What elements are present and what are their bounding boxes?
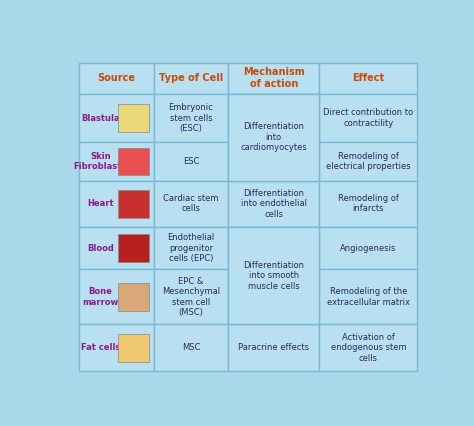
Bar (154, 227, 228, 269)
Bar (319, 269, 418, 324)
Text: Direct contribution to
contractility: Direct contribution to contractility (323, 108, 413, 128)
Bar (228, 269, 319, 324)
Bar (118, 147, 149, 176)
Text: Blood: Blood (87, 244, 114, 253)
Bar (80, 63, 154, 94)
Text: Embryonic
stem cells
(ESC): Embryonic stem cells (ESC) (169, 103, 213, 133)
Bar (228, 227, 319, 269)
Bar (154, 142, 228, 181)
FancyBboxPatch shape (52, 45, 434, 386)
Bar (118, 104, 149, 132)
Bar (319, 227, 418, 269)
Bar (80, 269, 154, 324)
Text: Cardiac stem
cells: Cardiac stem cells (163, 194, 219, 213)
Bar (118, 283, 149, 311)
Bar (154, 63, 228, 94)
Text: Differentiation
into
cardiomyocytes: Differentiation into cardiomyocytes (240, 122, 307, 152)
Text: Remodeling of
infarcts: Remodeling of infarcts (338, 194, 399, 213)
Bar (154, 324, 228, 371)
Text: Activation of
endogenous stem
cells: Activation of endogenous stem cells (330, 333, 406, 363)
Text: Differentiation
into smooth
muscle cells: Differentiation into smooth muscle cells (243, 261, 304, 291)
Text: Mechanism
of action: Mechanism of action (243, 67, 305, 89)
Bar (118, 334, 149, 362)
Text: Bone
marrow: Bone marrow (82, 287, 118, 307)
Text: Heart: Heart (87, 199, 114, 208)
Bar (228, 324, 319, 371)
Bar (319, 324, 418, 371)
Bar (228, 142, 319, 181)
Text: Paracrine effects: Paracrine effects (238, 343, 309, 352)
Bar (80, 324, 154, 371)
Text: Type of Cell: Type of Cell (159, 73, 223, 83)
Text: Endothelial
progenitor
cells (EPC): Endothelial progenitor cells (EPC) (167, 233, 215, 263)
Text: MSC: MSC (182, 343, 200, 352)
Text: Differentiation
into endothelial
cells: Differentiation into endothelial cells (241, 189, 307, 219)
Text: EPC &
Mesenchymal
stem cell
(MSC): EPC & Mesenchymal stem cell (MSC) (162, 277, 220, 317)
Bar (118, 234, 149, 262)
Text: Source: Source (98, 73, 136, 83)
Text: Effect: Effect (352, 73, 384, 83)
Bar (319, 142, 418, 181)
Bar (228, 63, 319, 94)
Bar (80, 94, 154, 142)
Bar (154, 269, 228, 324)
Text: Remodeling of the
extracellular matrix: Remodeling of the extracellular matrix (327, 287, 410, 307)
Text: Fat cells: Fat cells (81, 343, 120, 352)
Bar (228, 94, 319, 142)
Text: Remodeling of
electrical properties: Remodeling of electrical properties (326, 152, 411, 171)
Bar (319, 63, 418, 94)
Bar (154, 181, 228, 227)
Bar (319, 94, 418, 142)
Bar (80, 227, 154, 269)
Bar (154, 94, 228, 142)
Bar (228, 181, 319, 227)
Bar (80, 181, 154, 227)
Bar (319, 181, 418, 227)
Text: Skin
Fibroblasts: Skin Fibroblasts (74, 152, 127, 171)
Bar (228, 94, 319, 181)
Bar (80, 142, 154, 181)
Text: Angiogenesis: Angiogenesis (340, 244, 397, 253)
Bar (118, 190, 149, 218)
Bar (228, 227, 319, 324)
Text: ESC: ESC (183, 157, 199, 166)
Text: Blastula: Blastula (81, 114, 119, 123)
